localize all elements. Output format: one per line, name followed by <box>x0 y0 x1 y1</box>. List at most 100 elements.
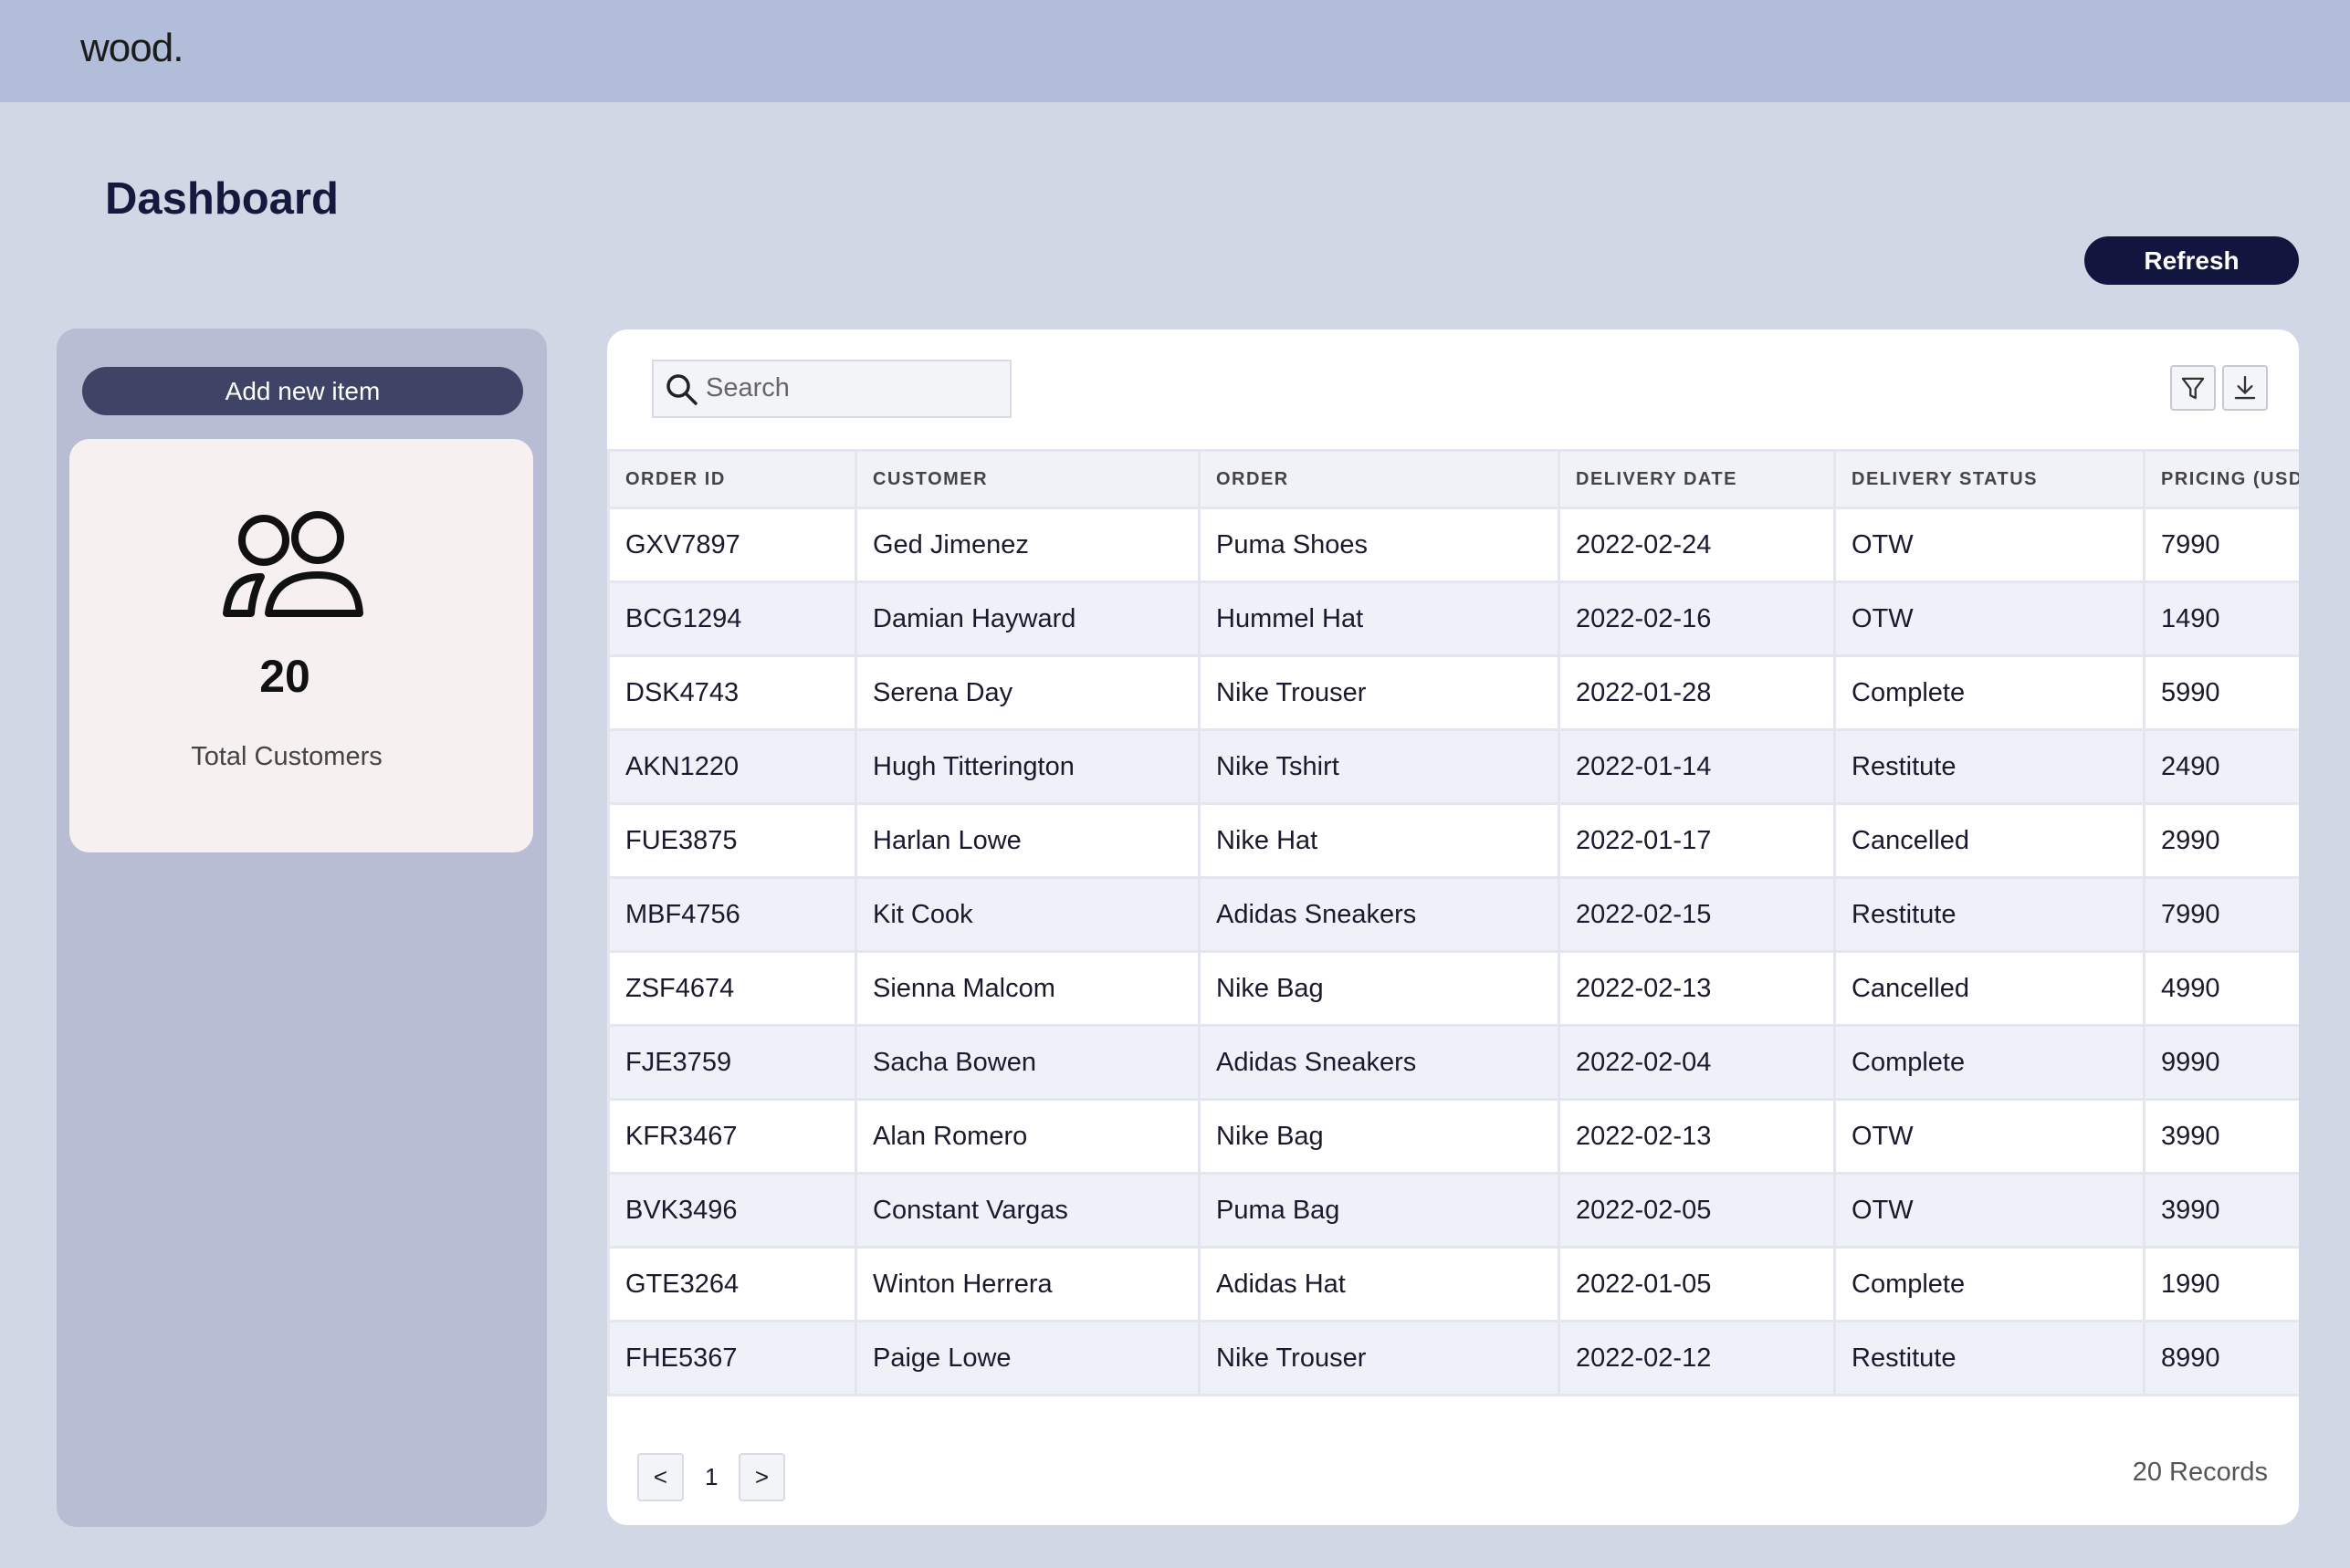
table-cell: Damian Hayward <box>855 580 1201 657</box>
table-row[interactable]: ZSF4674 Sienna Malcom Nike Bag 2022-02-13 Ca… <box>607 950 2299 1027</box>
table-cell: Serena Day <box>855 654 1201 731</box>
table-cell: Nike Bag <box>1198 950 1560 1027</box>
table-cell: MBF4756 <box>607 876 857 953</box>
search-box[interactable] <box>652 360 1012 418</box>
table-panel: Search ORDER ID CUSTOMER ORDER DELIVERY DAT… <box>607 329 2299 1525</box>
table-cell: Adidas Hat <box>1198 1246 1560 1322</box>
table-cell: 2022-01-05 <box>1558 1246 1836 1322</box>
table-row[interactable]: GXV7897 Ged Jimenez Puma Shoes 2022-02-24 OT… <box>607 507 2299 583</box>
add-button[interactable]: Add new item <box>82 367 523 415</box>
table-cell: Cancelled <box>1833 950 2145 1027</box>
table-cell: Sacha Bowen <box>855 1024 1201 1101</box>
table-cell: Restitute <box>1833 876 2145 953</box>
table-cell: Restitute <box>1833 1320 2145 1396</box>
page-title: Dashboard <box>105 174 339 224</box>
table-cell: 2022-01-17 <box>1558 802 1836 879</box>
table-row[interactable]: AKN1220 Hugh Titterington Nike Tshirt 2022-… <box>607 728 2299 805</box>
table-row[interactable]: BCG1294 Damian Hayward Hummel Hat 2022-02-1… <box>607 580 2299 657</box>
table-cell: 2022-02-16 <box>1558 580 1836 657</box>
table-cell: Complete <box>1833 654 2145 731</box>
table-cell: BCG1294 <box>607 580 857 657</box>
header-row: ORDER ID CUSTOMER ORDER DELIVERY DATE DELIVE… <box>607 449 2299 509</box>
column-header[interactable]: CUSTOMER <box>855 449 1201 509</box>
table-cell: OTW <box>1833 507 2145 583</box>
table-cell: Hummel Hat <box>1198 580 1560 657</box>
table-cell: Nike Trouser <box>1198 1320 1560 1396</box>
table-cell: 4990 <box>2143 950 2299 1027</box>
table-cell: GXV7897 <box>607 507 857 583</box>
column-header[interactable]: DELIVERY DATE <box>1558 449 1836 509</box>
table-cell: 3990 <box>2143 1172 2299 1249</box>
table-cell: 7990 <box>2143 507 2299 583</box>
current-page: 1 <box>705 1463 719 1490</box>
table-cell: 2022-02-05 <box>1558 1172 1836 1249</box>
table-cell: Complete <box>1833 1246 2145 1322</box>
table-cell: Adidas Sneakers <box>1198 1024 1560 1101</box>
table-row[interactable]: KFR3467 Alan Romero Nike Bag 2022-02-13 OTW 3… <box>607 1098 2299 1175</box>
table-cell: Restitute <box>1833 728 2145 805</box>
table-cell: 1990 <box>2143 1246 2299 1322</box>
top-bar <box>0 0 2350 102</box>
table-cell: 2490 <box>2143 728 2299 805</box>
table-cell: 2022-01-14 <box>1558 728 1836 805</box>
table-row[interactable]: MBF4756 Kit Cook Adidas Sneakers 2022-02-15… <box>607 876 2299 953</box>
table-cell: Harlan Lowe <box>855 802 1201 879</box>
table-cell: 2022-02-15 <box>1558 876 1836 953</box>
table-cell: 2022-02-12 <box>1558 1320 1836 1396</box>
table-cell: 2022-02-04 <box>1558 1024 1836 1101</box>
orders-table: ORDER ID CUSTOMER ORDER DELIVERY DATE DELIVE… <box>607 449 2299 1396</box>
column-header[interactable]: DELIVERY STATUS <box>1833 449 2145 509</box>
table-cell: Puma Bag <box>1198 1172 1560 1249</box>
table-cell: OTW <box>1833 1172 2145 1249</box>
column-header[interactable]: PRICING (USD <box>2143 449 2299 509</box>
table-cell: Constant Vargas <box>855 1172 1201 1249</box>
records-count: 20 Records <box>2132 1458 2268 1487</box>
table-cell: BVK3496 <box>607 1172 857 1249</box>
table-cell: 2022-02-13 <box>1558 950 1836 1027</box>
table-cell: Cancelled <box>1833 802 2145 879</box>
table-row[interactable]: BVK3496 Constant Vargas Puma Bag 2022-02-05… <box>607 1172 2299 1249</box>
table-cell: 9990 <box>2143 1024 2299 1101</box>
table-row[interactable]: DSK4743 Serena Day Nike Trouser 2022-01-28 C… <box>607 654 2299 731</box>
table-cell: Hugh Titterington <box>855 728 1201 805</box>
summary-card <box>69 439 533 852</box>
refresh-button[interactable]: Refresh <box>2084 236 2299 285</box>
download-button[interactable] <box>2222 365 2268 411</box>
table-row[interactable]: FHE5367 Paige Lowe Nike Trouser 2022-02-12 R… <box>607 1320 2299 1396</box>
table-cell: ZSF4674 <box>607 950 857 1027</box>
table-cell: Kit Cook <box>855 876 1201 953</box>
logo[interactable]: wood. <box>80 26 184 70</box>
table-cell: 2990 <box>2143 802 2299 879</box>
table-cell: OTW <box>1833 1098 2145 1175</box>
customers-icon <box>223 511 363 617</box>
table-cell: 8990 <box>2143 1320 2299 1396</box>
table-cell: OTW <box>1833 580 2145 657</box>
table-cell: KFR3467 <box>607 1098 857 1175</box>
column-header[interactable]: ORDER ID <box>607 449 857 509</box>
summary-label: Total Customers <box>191 742 383 771</box>
table-cell: DSK4743 <box>607 654 857 731</box>
next-page[interactable]: > <box>739 1453 785 1501</box>
table-cell: Nike Trouser <box>1198 654 1560 731</box>
search-icon <box>666 374 698 405</box>
table-cell: 1490 <box>2143 580 2299 657</box>
table-cell: Nike Tshirt <box>1198 728 1560 805</box>
column-header[interactable]: ORDER <box>1198 449 1560 509</box>
table-cell: Adidas Sneakers <box>1198 876 1560 953</box>
table-cell: FUE3875 <box>607 802 857 879</box>
table-cell: Ged Jimenez <box>855 507 1201 583</box>
table-cell: Complete <box>1833 1024 2145 1101</box>
table-row[interactable]: FUE3875 Harlan Lowe Nike Hat 2022-01-17 Canc… <box>607 802 2299 879</box>
table-row[interactable]: GTE3264 Winton Herrera Adidas Hat 2022-01-0… <box>607 1246 2299 1322</box>
filter-button[interactable] <box>2170 365 2216 411</box>
table-cell: Nike Hat <box>1198 802 1560 879</box>
table-cell: 2022-01-28 <box>1558 654 1836 731</box>
prev-page[interactable]: < <box>637 1453 684 1501</box>
table-cell: 2022-02-24 <box>1558 507 1836 583</box>
summary-value: 20 <box>259 651 310 702</box>
table-cell: 7990 <box>2143 876 2299 953</box>
table-cell: Nike Bag <box>1198 1098 1560 1175</box>
table-row[interactable]: FJE3759 Sacha Bowen Adidas Sneakers 2022-02… <box>607 1024 2299 1101</box>
table-cell: AKN1220 <box>607 728 857 805</box>
